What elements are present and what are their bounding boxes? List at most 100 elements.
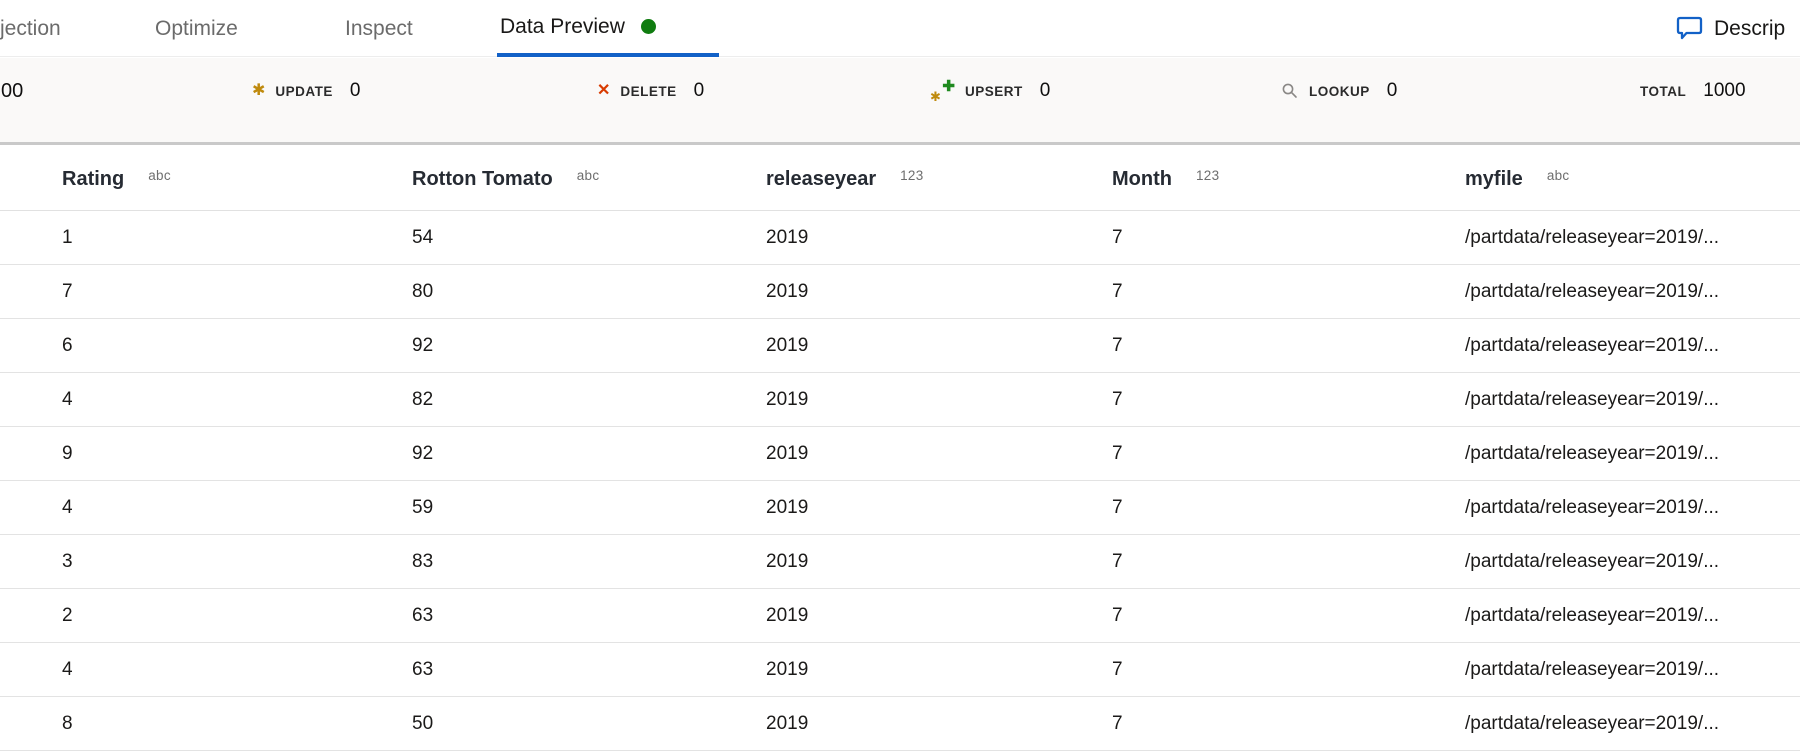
insert-count-value: 00 bbox=[1, 79, 24, 102]
stat-insert-count[interactable]: 00 bbox=[1, 58, 23, 124]
cell-releaseyear: 2019 bbox=[766, 388, 809, 410]
cell-rotton-tomato: 83 bbox=[412, 550, 434, 572]
cell-rating: 7 bbox=[62, 280, 73, 302]
cell-rating: 4 bbox=[62, 496, 73, 518]
column-header-rating-label: Rating bbox=[62, 167, 125, 190]
cell-rotton-tomato: 92 bbox=[412, 442, 434, 464]
cell-rotton-tomato: 80 bbox=[412, 280, 434, 302]
tab-projection-label: jection bbox=[0, 16, 61, 40]
cell-month: 7 bbox=[1112, 604, 1123, 626]
column-header-releaseyear-label: releaseyear bbox=[766, 167, 877, 190]
cell-releaseyear: 2019 bbox=[766, 496, 809, 518]
cell-month: 7 bbox=[1112, 496, 1123, 518]
table-row[interactable]: 7 80 2019 7 /partdata/releaseyear=2019/.… bbox=[0, 265, 1800, 319]
total-label: TOTAL bbox=[1640, 83, 1687, 99]
table-row[interactable]: 4 63 2019 7 /partdata/releaseyear=2019/.… bbox=[0, 643, 1800, 697]
tab-inspect[interactable]: Inspect bbox=[345, 0, 413, 57]
upsert-asterisk-plus-icon: ✱ ✚ bbox=[930, 78, 955, 104]
cell-month: 7 bbox=[1112, 334, 1123, 356]
cell-releaseyear: 2019 bbox=[766, 658, 809, 680]
cell-releaseyear: 2019 bbox=[766, 604, 809, 626]
tab-projection[interactable]: jection bbox=[0, 0, 61, 57]
cell-rating: 6 bbox=[62, 334, 73, 356]
type-badge-string: abc bbox=[1546, 167, 1570, 183]
tab-bar: jection Optimize Inspect Data Preview De… bbox=[0, 0, 1800, 57]
cell-releaseyear: 2019 bbox=[766, 226, 809, 248]
stat-upsert[interactable]: ✱ ✚ UPSERT 0 bbox=[930, 58, 1050, 124]
cell-rating: 4 bbox=[62, 388, 73, 410]
total-value: 1000 bbox=[1703, 80, 1746, 101]
cell-rotton-tomato: 59 bbox=[412, 496, 434, 518]
cell-releaseyear: 2019 bbox=[766, 280, 809, 302]
cell-rotton-tomato: 92 bbox=[412, 334, 434, 356]
tab-inspect-label: Inspect bbox=[345, 16, 413, 40]
tab-optimize[interactable]: Optimize bbox=[155, 0, 238, 57]
cell-rating: 3 bbox=[62, 550, 73, 572]
cell-myfile: /partdata/releaseyear=2019/... bbox=[1465, 442, 1720, 464]
cell-month: 7 bbox=[1112, 442, 1123, 464]
cell-myfile: /partdata/releaseyear=2019/... bbox=[1465, 496, 1720, 518]
cell-rotton-tomato: 63 bbox=[412, 658, 434, 680]
table-row[interactable]: 2 63 2019 7 /partdata/releaseyear=2019/.… bbox=[0, 589, 1800, 643]
table-row[interactable]: 9 92 2019 7 /partdata/releaseyear=2019/.… bbox=[0, 427, 1800, 481]
table-row[interactable]: 1 54 2019 7 /partdata/releaseyear=2019/.… bbox=[0, 211, 1800, 265]
cell-rotton-tomato: 54 bbox=[412, 226, 434, 248]
update-label: UPDATE bbox=[275, 83, 333, 99]
cell-month: 7 bbox=[1112, 712, 1123, 734]
description-button-label: Descrip bbox=[1714, 16, 1786, 40]
cell-myfile: /partdata/releaseyear=2019/... bbox=[1465, 334, 1720, 356]
stat-lookup[interactable]: LOOKUP 0 bbox=[1281, 58, 1397, 124]
column-header-releaseyear[interactable]: releaseyear 123 bbox=[766, 168, 1112, 191]
lookup-value: 0 bbox=[1386, 80, 1398, 101]
cell-rating: 2 bbox=[62, 604, 73, 626]
cell-myfile: /partdata/releaseyear=2019/... bbox=[1465, 658, 1720, 680]
column-header-rating[interactable]: Rating abc bbox=[62, 168, 412, 191]
delete-x-icon: ✕ bbox=[597, 82, 611, 99]
delete-label: DELETE bbox=[620, 83, 677, 99]
column-header-month[interactable]: Month 123 bbox=[1112, 168, 1465, 191]
cell-rotton-tomato: 50 bbox=[412, 712, 434, 734]
column-header-myfile-label: myfile bbox=[1465, 167, 1523, 190]
stat-total: TOTAL 1000 bbox=[1640, 58, 1746, 124]
stat-update[interactable]: ✱ UPDATE 0 bbox=[252, 58, 361, 124]
tab-data-preview[interactable]: Data Preview bbox=[497, 0, 719, 57]
table-body: 1 54 2019 7 /partdata/releaseyear=2019/.… bbox=[0, 211, 1800, 751]
upsert-label: UPSERT bbox=[965, 83, 1023, 99]
table-row[interactable]: 3 83 2019 7 /partdata/releaseyear=2019/.… bbox=[0, 535, 1800, 589]
cell-releaseyear: 2019 bbox=[766, 550, 809, 572]
cell-month: 7 bbox=[1112, 658, 1123, 680]
column-header-month-label: Month bbox=[1112, 167, 1172, 190]
cell-rotton-tomato: 63 bbox=[412, 604, 434, 626]
cell-releaseyear: 2019 bbox=[766, 334, 809, 356]
stat-delete[interactable]: ✕ DELETE 0 bbox=[597, 58, 704, 124]
column-header-rotton-tomato[interactable]: Rotton Tomato abc bbox=[412, 168, 766, 191]
type-badge-number: 123 bbox=[900, 167, 924, 183]
cell-month: 7 bbox=[1112, 550, 1123, 572]
green-status-dot-icon bbox=[640, 19, 656, 34]
type-badge-number: 123 bbox=[1195, 167, 1220, 183]
cell-month: 7 bbox=[1112, 226, 1123, 248]
table-row[interactable]: 6 92 2019 7 /partdata/releaseyear=2019/.… bbox=[0, 319, 1800, 373]
cell-myfile: /partdata/releaseyear=2019/... bbox=[1465, 604, 1720, 626]
table-row[interactable]: 4 82 2019 7 /partdata/releaseyear=2019/.… bbox=[0, 373, 1800, 427]
tab-optimize-label: Optimize bbox=[155, 16, 238, 40]
update-value: 0 bbox=[349, 80, 361, 101]
tab-data-preview-label: Data Preview bbox=[500, 14, 625, 38]
cell-rotton-tomato: 82 bbox=[412, 388, 434, 410]
cell-rating: 9 bbox=[62, 442, 73, 464]
update-asterisk-icon: ✱ bbox=[252, 82, 266, 99]
column-header-rotton-tomato-label: Rotton Tomato bbox=[412, 167, 553, 190]
table-row[interactable]: 8 50 2019 7 /partdata/releaseyear=2019/.… bbox=[0, 697, 1800, 751]
table-header-row: Rating abc Rotton Tomato abc releaseyear 12… bbox=[0, 148, 1800, 211]
cell-myfile: /partdata/releaseyear=2019/... bbox=[1465, 226, 1720, 248]
column-header-myfile[interactable]: myfile abc bbox=[1465, 168, 1800, 191]
cell-releaseyear: 2019 bbox=[766, 442, 809, 464]
cell-myfile: /partdata/releaseyear=2019/... bbox=[1465, 388, 1720, 410]
upsert-value: 0 bbox=[1039, 80, 1051, 101]
table-row[interactable]: 4 59 2019 7 /partdata/releaseyear=2019/.… bbox=[0, 481, 1800, 535]
cell-rating: 8 bbox=[62, 712, 73, 734]
type-badge-string: abc bbox=[148, 167, 171, 183]
lookup-label: LOOKUP bbox=[1309, 83, 1370, 99]
description-button[interactable]: Descrip bbox=[1676, 0, 1785, 57]
type-badge-string: abc bbox=[576, 167, 600, 183]
